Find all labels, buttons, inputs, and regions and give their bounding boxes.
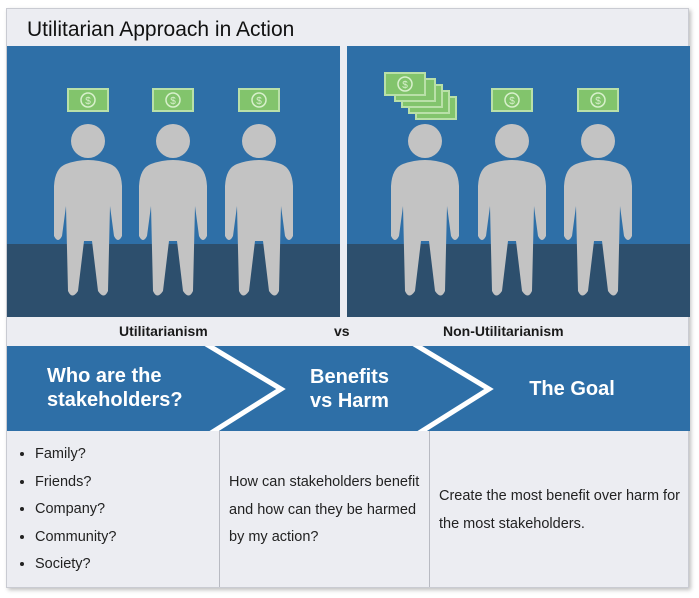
money-bill-icon: $ <box>491 88 533 112</box>
svg-text:$: $ <box>85 96 91 107</box>
person-icon <box>139 124 207 296</box>
benefits-text: How can stakeholders benefit and how can… <box>229 474 420 545</box>
step-text: Benefits <box>310 366 389 388</box>
money-bill-icon: $ <box>577 88 619 112</box>
label-utilitarianism: Utilitarianism <box>119 323 208 339</box>
svg-text:$: $ <box>509 96 515 107</box>
step-text: Who are the <box>47 365 162 387</box>
person-icon <box>478 124 546 296</box>
page-title: Utilitarian Approach in Action <box>27 18 295 41</box>
person-icon <box>54 124 122 296</box>
svg-text:$: $ <box>256 96 262 107</box>
svg-text:$: $ <box>595 96 601 107</box>
stakeholder-item: Society? <box>35 551 218 579</box>
money-bill-icon: $ <box>152 88 194 112</box>
stakeholder-item: Community? <box>35 524 218 552</box>
svg-text:$: $ <box>402 80 408 91</box>
label-vs: vs <box>334 323 350 339</box>
step-text: vs Harm <box>310 390 389 412</box>
infographic-card: Utilitarian Approach in Action $ $ $ $ $ $ Ut… <box>6 8 690 588</box>
label-non-utilitarianism: Non-Utilitarianism <box>443 323 564 339</box>
money-bill-icon: $ <box>67 88 109 112</box>
stakeholder-item: Family? <box>35 441 218 469</box>
person-icon <box>391 124 459 296</box>
goal-text: Create the most benefit over harm for th… <box>439 488 680 532</box>
process-chevrons <box>7 346 690 431</box>
svg-text:$: $ <box>170 96 176 107</box>
comparison-scene: $ $ $ $ $ $ <box>7 46 690 317</box>
stakeholders-list: Family?Friends?Company?Community?Society… <box>13 441 218 579</box>
money-bill-icon: $ <box>238 88 280 112</box>
divider <box>219 431 220 587</box>
step-benefits-harm: Benefits vs Harm <box>277 365 422 413</box>
step-text: stakeholders? <box>47 389 183 411</box>
money-bill-icon: $ <box>384 72 426 96</box>
person-icon <box>564 124 632 296</box>
stakeholder-item: Company? <box>35 496 218 524</box>
person-icon <box>225 124 293 296</box>
divider <box>429 431 430 587</box>
step-text: The Goal <box>529 378 615 400</box>
stakeholder-item: Friends? <box>35 469 218 497</box>
step-goal: The Goal <box>487 377 657 401</box>
step-stakeholders: Who are the stakeholders? <box>47 364 227 412</box>
